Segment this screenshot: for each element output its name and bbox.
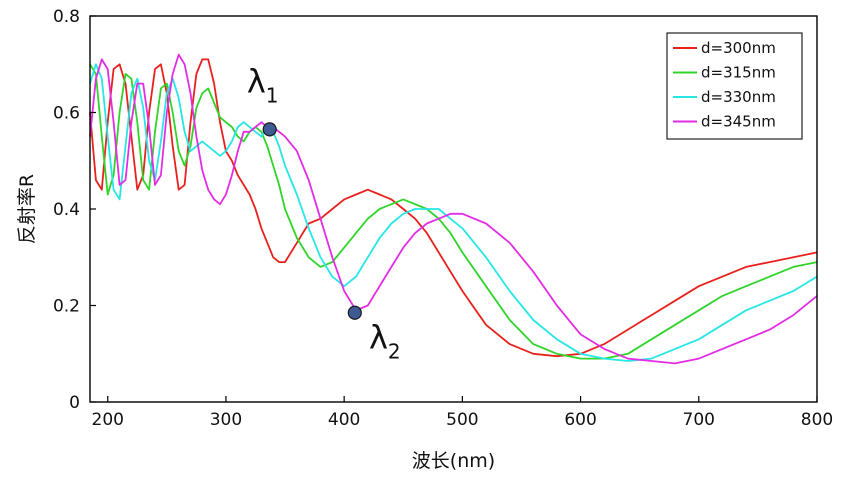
x-tick-label: 700 <box>683 410 715 430</box>
lambda-marker-2 <box>347 305 362 320</box>
series-line-1 <box>89 58 818 358</box>
x-tick-label: 200 <box>92 410 124 430</box>
lambda-marker-1 <box>262 122 277 137</box>
y-axis-label: 反射率R <box>16 174 38 244</box>
y-tick-label: 0.2 <box>53 297 80 317</box>
x-tick-label: 300 <box>210 410 242 430</box>
legend-label: d=315nm <box>701 64 776 82</box>
x-axis-label: 波长(nm) <box>412 450 495 472</box>
legend: d=300nm d=315nm d=330nm d=345nm <box>666 32 803 140</box>
y-tick-label: 0 <box>69 393 80 413</box>
legend-label: d=330nm <box>701 88 776 106</box>
y-tick-label: 0.8 <box>53 7 80 27</box>
x-tick-label: 800 <box>801 410 833 430</box>
x-tick-label: 600 <box>564 410 596 430</box>
lambda-label-2: λ2 <box>369 319 401 364</box>
x-tick-label: 500 <box>446 410 478 430</box>
annotation-markers: λ1 λ2 <box>247 62 401 363</box>
y-tick-label: 0.4 <box>53 200 80 220</box>
series-line-3 <box>89 63 818 362</box>
legend-label: d=345nm <box>701 113 776 131</box>
y-tick-label: 0.6 <box>53 104 80 124</box>
lambda-label-1: λ1 <box>247 62 279 107</box>
legend-label: d=300nm <box>701 39 776 57</box>
x-tick-label: 400 <box>328 410 360 430</box>
axis-ticks: 200 300 400 500 600 700 800 0 0.2 0.4 0.6 0.8 <box>53 7 833 430</box>
